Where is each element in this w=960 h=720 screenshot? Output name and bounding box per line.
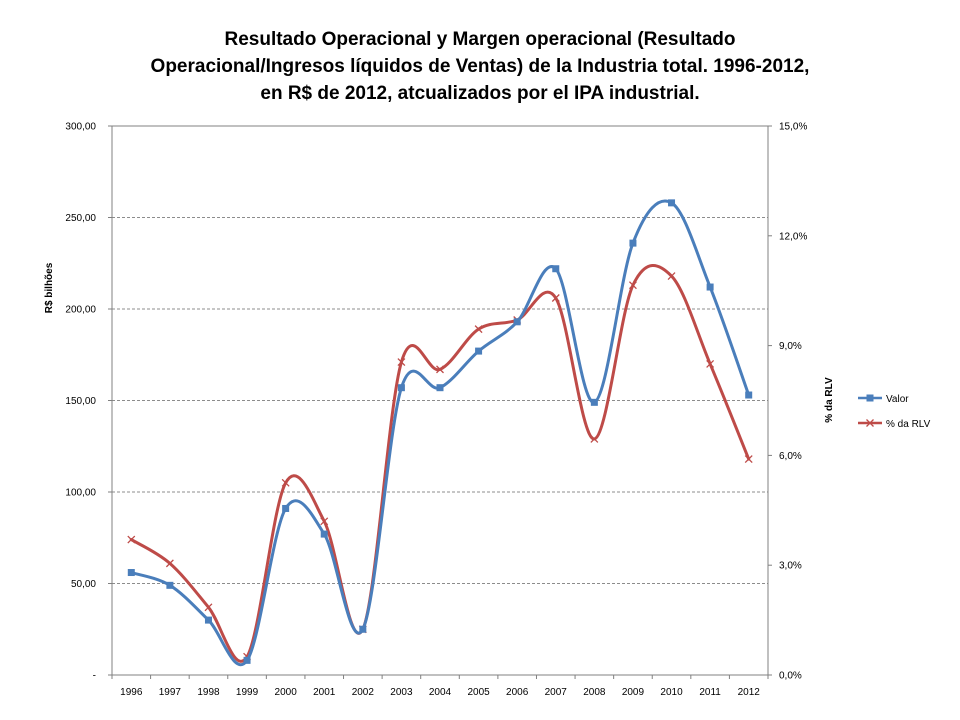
legend-item-valor: Valor xyxy=(858,394,909,405)
data-point-pct-rlv xyxy=(204,603,213,612)
x-tick-label: 2008 xyxy=(583,687,606,698)
chart-title-line-3: en R$ de 2012, atcualizados por el IPA i… xyxy=(260,83,700,104)
right-tick-label: 3,0% xyxy=(779,561,802,572)
x-tick-label: 2002 xyxy=(352,687,375,698)
data-point-valor xyxy=(745,391,753,399)
right-tick-label: 12,0% xyxy=(779,231,807,242)
left-tick-label: 50,00 xyxy=(71,579,96,590)
right-tick-label: 9,0% xyxy=(779,341,802,352)
right-axis-ticks: 0,0% 3,0% 6,0% 9,0% 12,0% 15,0% xyxy=(768,122,807,682)
data-point-pct-rlv xyxy=(474,325,483,334)
legend-label-pct-rlv: % da RLV xyxy=(886,419,931,430)
x-tick-label: 2009 xyxy=(622,687,645,698)
data-point-pct-rlv xyxy=(281,478,290,487)
x-tick-label: 1998 xyxy=(197,687,220,698)
series-line-valor xyxy=(129,199,751,667)
data-point-valor xyxy=(552,265,560,273)
x-tick-label: 2005 xyxy=(467,687,490,698)
data-point-pct-rlv xyxy=(397,358,406,367)
data-point-valor xyxy=(127,569,135,577)
legend: Valor % da RLV xyxy=(858,394,931,430)
data-point-pct-rlv xyxy=(706,359,715,368)
data-point-pct-rlv xyxy=(744,455,753,464)
legend-item-pct-rlv: % da RLV xyxy=(858,419,931,430)
data-point-valor xyxy=(668,199,676,207)
left-tick-label: 300,00 xyxy=(65,122,96,133)
left-tick-label: 150,00 xyxy=(65,396,96,407)
gridlines xyxy=(112,125,768,584)
chart-title-line-1: Resultado Operacional y Margen operacion… xyxy=(224,29,736,50)
left-axis-ticks: - 50,00 100,00 150,00 200,00 250,00 300,00 xyxy=(65,122,112,682)
data-point-valor xyxy=(320,530,328,538)
left-tick-label: 250,00 xyxy=(65,213,96,224)
x-tick-label: 2004 xyxy=(429,687,452,698)
data-point-valor xyxy=(590,398,598,406)
x-tick-label: 2007 xyxy=(545,687,568,698)
x-tick-label: 1996 xyxy=(120,687,143,698)
data-point-valor xyxy=(629,239,637,247)
x-tick-label: 1997 xyxy=(159,687,182,698)
data-point-valor xyxy=(282,504,290,512)
data-point-valor xyxy=(513,318,521,326)
x-axis-ticks: 1996 1997 1998 1999 2000 2001 2002 2003 2004 2005… xyxy=(111,675,769,698)
data-point-pct-rlv xyxy=(667,272,676,281)
data-point-valor xyxy=(166,581,174,589)
x-tick-label: 2000 xyxy=(275,687,298,698)
data-point-valor xyxy=(397,384,405,392)
left-tick-label: 100,00 xyxy=(65,488,96,499)
data-point-valor xyxy=(436,384,444,392)
data-point-pct-rlv xyxy=(127,535,136,544)
legend-label-valor: Valor xyxy=(886,394,909,405)
data-point-pct-rlv xyxy=(320,517,329,526)
series-line-pct-rlv xyxy=(129,264,751,663)
data-point-pct-rlv xyxy=(436,365,444,374)
data-point-pct-rlv xyxy=(590,434,599,443)
left-axis-title: R$ bilhões xyxy=(44,262,55,313)
right-tick-label: 0,0% xyxy=(779,671,802,682)
legend-marker-valor xyxy=(866,394,874,402)
data-point-pct-rlv xyxy=(165,559,174,568)
series-group xyxy=(127,199,753,667)
right-tick-label: 15,0% xyxy=(779,122,807,133)
x-tick-label: 2003 xyxy=(390,687,413,698)
data-point-valor xyxy=(706,283,714,291)
x-tick-label: 2001 xyxy=(313,687,336,698)
data-point-valor xyxy=(204,616,212,624)
chart-title: Resultado Operacional y Margen operacion… xyxy=(80,26,880,107)
legend-marker-pct-rlv xyxy=(866,419,874,427)
x-tick-label: 2006 xyxy=(506,687,529,698)
data-point-valor xyxy=(359,625,367,633)
x-tick-label: 1999 xyxy=(236,687,259,698)
right-axis-title: % da RLV xyxy=(824,377,835,423)
left-tick-label: - xyxy=(93,671,96,682)
data-point-pct-rlv xyxy=(628,281,637,290)
data-point-pct-rlv xyxy=(551,294,560,302)
x-tick-label: 2011 xyxy=(699,687,721,698)
data-point-valor xyxy=(475,347,483,355)
right-tick-label: 6,0% xyxy=(779,451,802,462)
chart-title-line-2: Operacional/Ingresos líquidos de Ventas)… xyxy=(150,56,810,77)
data-point-valor xyxy=(243,656,251,664)
x-tick-label: 2012 xyxy=(738,687,761,698)
left-tick-label: 200,00 xyxy=(65,305,96,316)
x-tick-label: 2010 xyxy=(660,687,683,698)
